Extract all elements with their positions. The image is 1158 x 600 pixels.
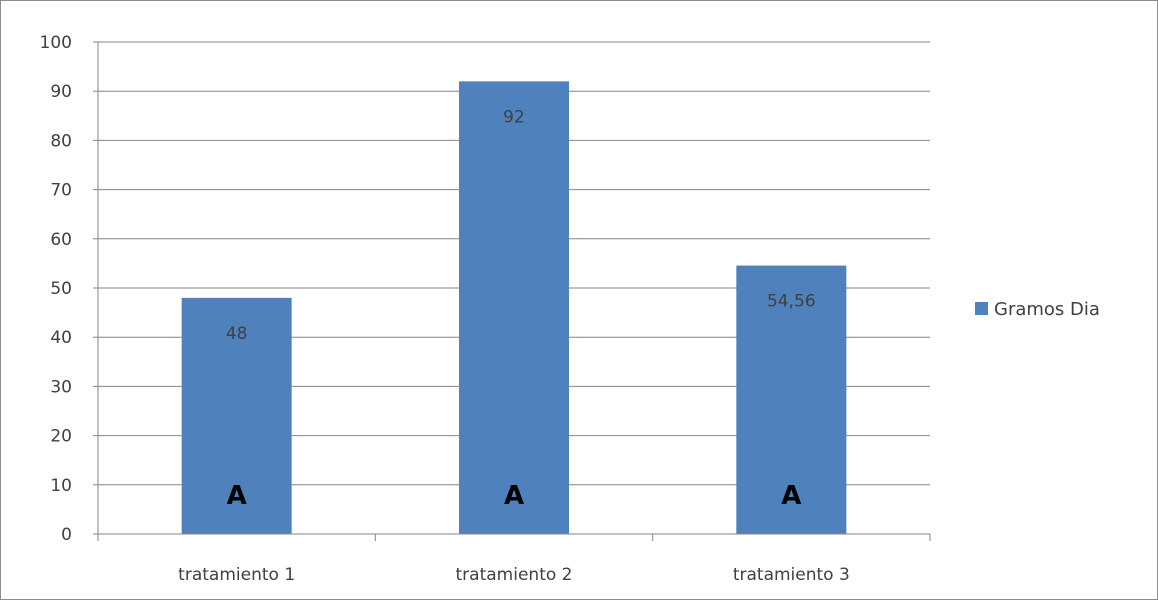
bar-2 xyxy=(459,81,569,535)
bar-3 xyxy=(736,265,847,534)
legend-swatch-gramos-dia xyxy=(975,302,988,315)
x-tick-label-2: tratamiento 2 xyxy=(456,565,573,585)
legend: Gramos Dia xyxy=(975,299,1100,320)
bar-1 xyxy=(181,297,292,534)
x-tick-label-3: tratamiento 3 xyxy=(733,565,850,585)
y-tick-label-80: 80 xyxy=(50,131,72,151)
significance-letter-2: A xyxy=(504,481,524,511)
x-tick-label-1: tratamiento 1 xyxy=(178,565,295,585)
legend-label-gramos-dia: Gramos Dia xyxy=(994,299,1100,320)
significance-letter-1: A xyxy=(227,481,247,511)
y-tick-label-20: 20 xyxy=(50,427,72,447)
y-tick-label-90: 90 xyxy=(50,82,72,102)
y-tick-label-50: 50 xyxy=(50,279,72,299)
data-label-3: 54,56 xyxy=(767,292,816,312)
axes xyxy=(93,41,931,541)
y-tick-label-0: 0 xyxy=(61,525,72,545)
bars xyxy=(181,81,847,535)
significance-letter-3: A xyxy=(781,481,801,511)
y-tick-label-100: 100 xyxy=(40,33,72,53)
y-tick-label-30: 30 xyxy=(50,377,72,397)
data-label-2: 92 xyxy=(503,107,525,127)
data-label-1: 48 xyxy=(226,324,248,344)
y-tick-label-60: 60 xyxy=(50,230,72,250)
y-tick-label-70: 70 xyxy=(50,181,72,201)
y-tick-label-40: 40 xyxy=(50,328,72,348)
y-tick-label-10: 10 xyxy=(50,476,72,496)
